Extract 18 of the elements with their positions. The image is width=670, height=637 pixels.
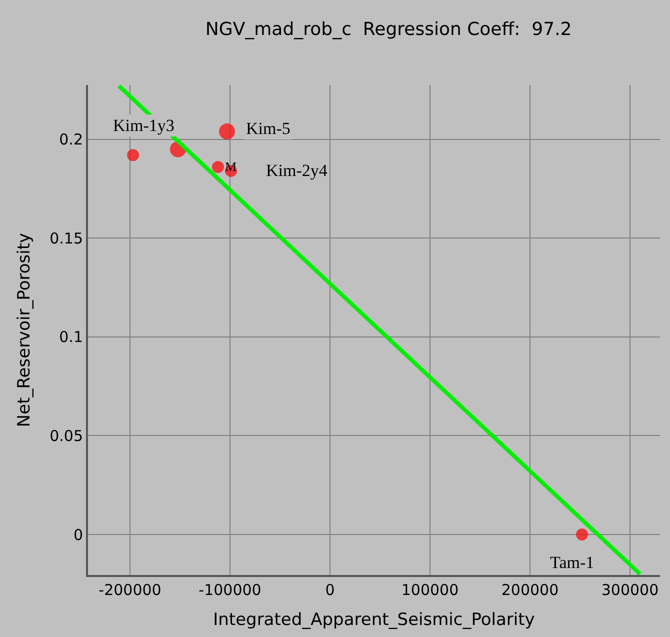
y-tick-label: 0.15 [50,229,83,248]
annotation: Kim-5 [246,119,290,138]
x-tick-label: 300000 [601,581,659,599]
x-tick-label: -100000 [198,581,262,599]
x-tick-label: 0 [325,581,335,599]
x-tick-label: -200000 [98,581,162,599]
y-tick-label: 0.2 [59,130,83,149]
annotation: Kim-2y4 [266,161,328,180]
x-tick-label: 100000 [401,581,459,599]
annotation: Tam-1 [550,553,594,572]
y-tick-label: 0 [73,526,83,544]
annotation: Kim-1y3 [113,116,174,135]
y-tick-label: 0.1 [59,328,83,346]
x-axis-title: Integrated_Apparent_Seismic_Polarity [213,610,535,630]
y-axis-title: Net_Reservoir_Porosity [14,232,35,428]
chart-title: NGV_mad_rob_c Regression Coeff: 97.2 [205,18,572,40]
x-tick-label: 200000 [501,581,559,599]
y-tick-label: 0.05 [50,426,83,445]
